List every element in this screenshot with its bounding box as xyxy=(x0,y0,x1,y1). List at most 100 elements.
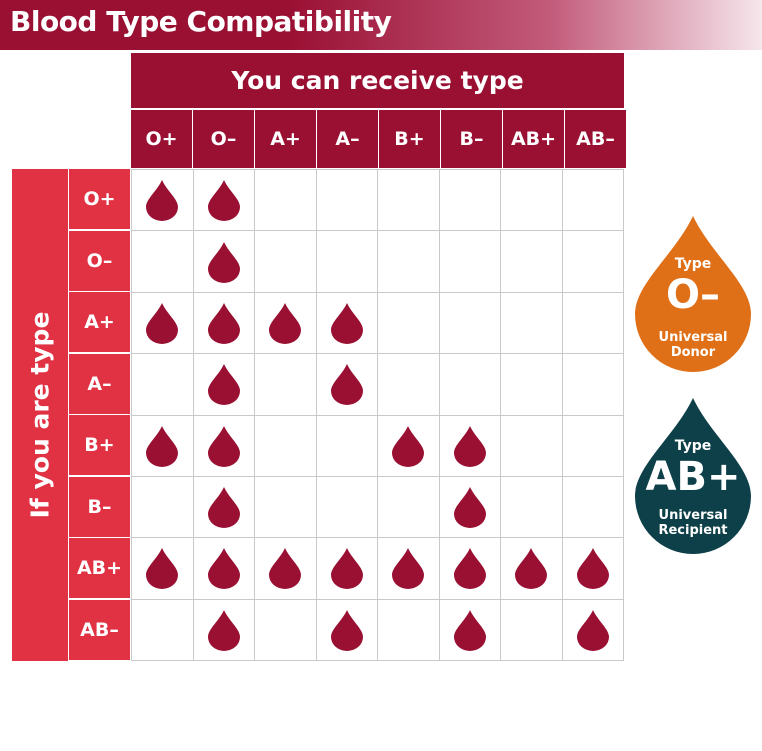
compatibility-cell xyxy=(316,354,378,416)
compatibility-cell xyxy=(501,292,563,355)
blood-drop-icon xyxy=(207,302,240,344)
receive-type-header: You can receive type xyxy=(131,53,624,108)
compatibility-cell xyxy=(378,170,440,232)
blood-drop-icon xyxy=(576,548,609,590)
compatibility-cell xyxy=(378,415,440,477)
donor-row-header: B– xyxy=(69,476,130,537)
compatibility-cell xyxy=(439,354,501,416)
receive-column-header: B+ xyxy=(379,110,440,168)
compatibility-cell xyxy=(316,292,378,355)
receive-column-header: AB– xyxy=(565,110,626,168)
compatibility-cell xyxy=(439,292,501,355)
compatibility-cell xyxy=(562,415,624,477)
donor-row-header: AB+ xyxy=(69,538,130,598)
compatibility-cell xyxy=(132,354,194,416)
universal-recipient-line1: Universal xyxy=(658,508,728,523)
compatibility-cell xyxy=(193,292,255,355)
blood-drop-icon xyxy=(146,548,179,590)
title-bar: Blood Type Compatibility xyxy=(0,0,762,50)
blood-drop-icon xyxy=(392,425,425,467)
compatibility-cell xyxy=(193,476,255,539)
blood-drop-icon xyxy=(330,364,363,406)
compatibility-cell xyxy=(501,354,563,416)
universal-donor-line2: Donor xyxy=(670,345,716,360)
compatibility-cell xyxy=(255,538,317,600)
compatibility-cell xyxy=(501,170,563,232)
compatibility-cell xyxy=(132,415,194,477)
compatibility-cell xyxy=(193,354,255,416)
receive-column-header: O– xyxy=(193,110,254,168)
compatibility-cell xyxy=(132,231,194,293)
blood-drop-icon xyxy=(330,609,363,651)
universal-donor-type: O– xyxy=(665,272,720,318)
compatibility-cell xyxy=(316,599,378,661)
compatibility-cell xyxy=(439,476,501,539)
blood-drop-icon xyxy=(207,487,240,529)
compatibility-cell xyxy=(562,231,624,293)
compatibility-cell xyxy=(378,292,440,355)
universal-donor-badge: Type O– Universal Donor xyxy=(633,214,753,374)
blood-drop-icon xyxy=(269,302,302,344)
compatibility-cell xyxy=(501,415,563,477)
blood-drop-icon xyxy=(207,364,240,406)
donor-type-header-label: If you are type xyxy=(25,311,55,519)
compatibility-cell xyxy=(439,538,501,600)
blood-drop-icon xyxy=(207,241,240,283)
donor-row-header: O– xyxy=(69,230,130,291)
compatibility-grid xyxy=(131,169,624,661)
blood-drop-icon xyxy=(453,425,486,467)
universal-recipient-drop-icon xyxy=(635,398,751,554)
compatibility-cell xyxy=(255,231,317,293)
compatibility-cell xyxy=(255,599,317,661)
compatibility-cell xyxy=(562,476,624,539)
universal-recipient-line2: Recipient xyxy=(658,523,728,538)
compatibility-cell xyxy=(193,538,255,600)
blood-drop-icon xyxy=(269,548,302,590)
compatibility-cell xyxy=(132,538,194,600)
compatibility-cell xyxy=(132,599,194,661)
compatibility-cell xyxy=(316,231,378,293)
compatibility-cell xyxy=(562,354,624,416)
compatibility-cell xyxy=(378,599,440,661)
blood-drop-icon xyxy=(207,609,240,651)
blood-drop-icon xyxy=(453,487,486,529)
compatibility-cell xyxy=(193,231,255,293)
blood-drop-icon xyxy=(453,609,486,651)
receive-column-header: A– xyxy=(317,110,378,168)
blood-drop-icon xyxy=(207,548,240,590)
universal-donor-type-label: Type xyxy=(674,256,712,272)
compatibility-cell xyxy=(255,354,317,416)
compatibility-cell xyxy=(132,170,194,232)
compatibility-cell xyxy=(439,415,501,477)
donor-row-header: A+ xyxy=(69,292,130,352)
compatibility-cell xyxy=(501,231,563,293)
universal-recipient-type-label: Type xyxy=(674,438,712,454)
universal-donor-drop-icon xyxy=(635,216,751,372)
compatibility-cell xyxy=(378,476,440,539)
compatibility-cell xyxy=(316,170,378,232)
compatibility-cell xyxy=(132,476,194,539)
donor-row-header: AB– xyxy=(69,599,130,660)
compatibility-cell xyxy=(439,231,501,293)
compatibility-cell xyxy=(439,599,501,661)
compatibility-cell xyxy=(501,476,563,539)
compatibility-cell xyxy=(562,170,624,232)
receive-column-header: O+ xyxy=(131,110,192,168)
compatibility-cell xyxy=(562,292,624,355)
donor-row-header: B+ xyxy=(69,415,130,475)
compatibility-cell xyxy=(378,354,440,416)
compatibility-cell xyxy=(562,599,624,661)
compatibility-cell xyxy=(562,538,624,600)
donor-type-header: If you are type xyxy=(12,169,68,661)
compatibility-cell xyxy=(255,292,317,355)
compatibility-cell xyxy=(501,599,563,661)
compatibility-cell xyxy=(193,170,255,232)
compatibility-cell xyxy=(316,415,378,477)
universal-donor-line1: Universal xyxy=(658,330,728,345)
blood-drop-icon xyxy=(146,425,179,467)
compatibility-cell xyxy=(255,476,317,539)
compatibility-cell xyxy=(439,170,501,232)
compatibility-cell xyxy=(378,538,440,600)
compatibility-cell xyxy=(132,292,194,355)
blood-drop-icon xyxy=(392,548,425,590)
